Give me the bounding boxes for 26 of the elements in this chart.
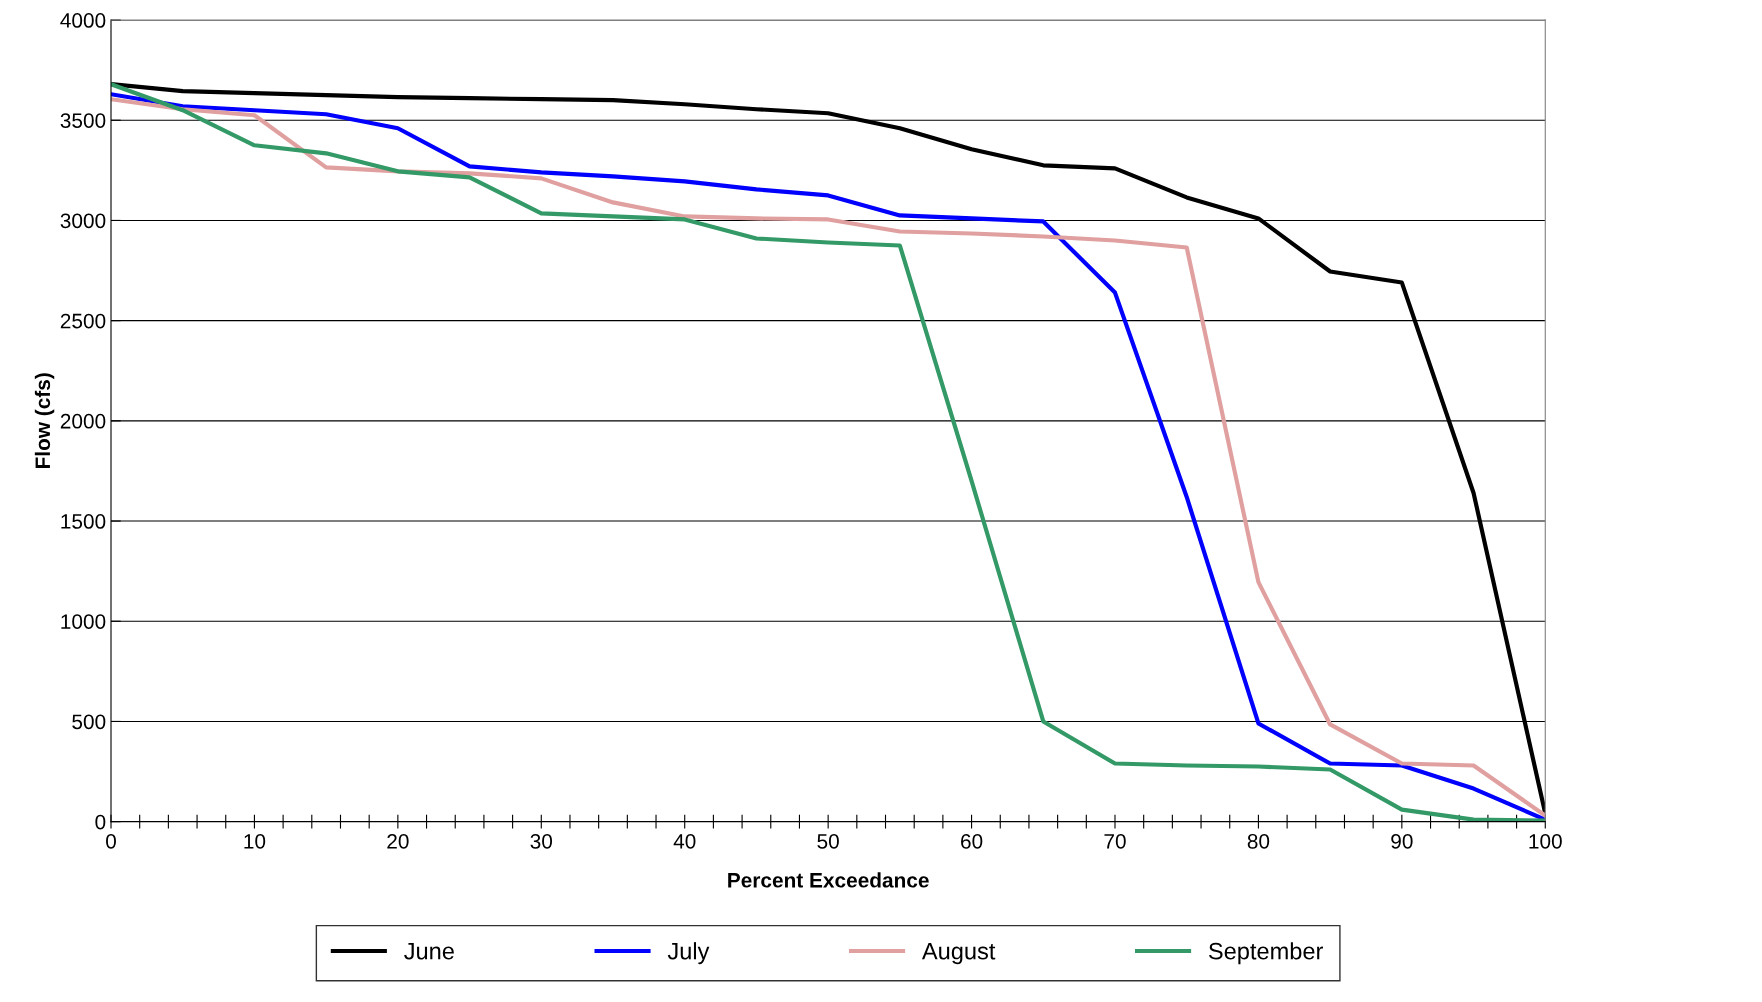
y-axis-title: Flow (cfs) xyxy=(34,373,55,469)
legend-label: June xyxy=(404,943,454,960)
x-tick-label: 20 xyxy=(387,834,409,849)
y-tick-label: 500 xyxy=(72,714,106,730)
x-tick-label: 30 xyxy=(530,834,553,849)
y-tick-label: 4000 xyxy=(60,13,106,28)
x-tick-label: 40 xyxy=(673,834,696,849)
y-tick-label: 2500 xyxy=(60,313,106,329)
x-tick-label: 0 xyxy=(106,834,116,849)
legend-label: July xyxy=(667,942,710,965)
x-tick-label: 70 xyxy=(1104,834,1126,849)
x-tick-label: 60 xyxy=(961,834,983,849)
y-tick-label: 3000 xyxy=(60,213,106,229)
x-tick-label: 80 xyxy=(1247,834,1270,849)
y-tick-label: 2000 xyxy=(60,413,106,429)
x-axis-title: Percent Exceedance xyxy=(728,872,929,888)
y-tick-label: 0 xyxy=(95,814,106,830)
y-tick-label: 3500 xyxy=(60,113,106,128)
x-tick-label: 100 xyxy=(1529,834,1562,849)
x-tick-label: 90 xyxy=(1391,834,1413,849)
x-tick-label: 50 xyxy=(817,834,839,849)
y-tick-label: 1000 xyxy=(61,614,106,629)
legend-label: September xyxy=(1208,942,1324,965)
y-tick-label: 1500 xyxy=(61,514,106,529)
legend-label: August xyxy=(921,943,996,965)
x-tick-label: 10 xyxy=(244,834,266,849)
